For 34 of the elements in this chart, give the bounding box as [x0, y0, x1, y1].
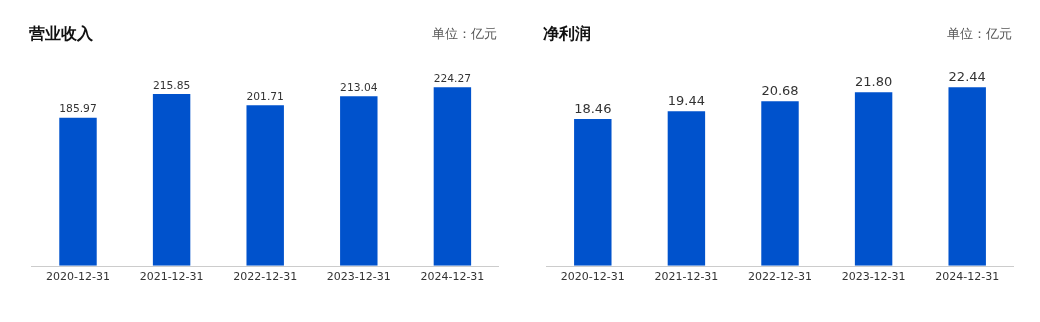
- data-label: 20.68: [761, 83, 799, 99]
- x-tick-label: 2020-12-31: [46, 269, 110, 283]
- chart-title: 营业收入: [28, 24, 94, 43]
- data-label: 21.80: [854, 74, 893, 90]
- x-tick-label: 2023-12-31: [841, 269, 906, 283]
- x-tick-label: 2024-12-31: [935, 269, 1000, 283]
- text: 单位：亿元: [947, 26, 1012, 41]
- x-tick-label: 2023-12-31: [326, 269, 391, 283]
- bar: [761, 101, 799, 266]
- data-label: 201.71: [246, 89, 284, 103]
- x-tick-label: 2024-12-31: [420, 269, 485, 283]
- bar: [574, 118, 612, 266]
- bar: [152, 93, 191, 266]
- data-label: 224.27: [433, 71, 472, 85]
- data-label: 185.97: [59, 102, 97, 116]
- x-tick-label: 2021-12-31: [139, 269, 204, 283]
- bar: [59, 117, 97, 266]
- data-label: 19.44: [667, 93, 706, 109]
- x-tick-label: 2022-12-31: [233, 269, 298, 283]
- data-label: 22.44: [948, 69, 986, 85]
- bar: [948, 87, 986, 266]
- bar: [667, 111, 706, 266]
- bar: [246, 105, 284, 266]
- chart-title: 净利润: [543, 24, 591, 43]
- data-label: 18.46: [574, 100, 612, 116]
- data-label: 215.85: [152, 78, 191, 92]
- text: 单位：亿元: [432, 26, 497, 41]
- x-tick-label: 2022-12-31: [748, 269, 812, 283]
- x-tick-label: 2020-12-31: [560, 269, 625, 283]
- x-tick-label: 2021-12-31: [654, 269, 719, 283]
- bar: [433, 87, 472, 266]
- data-label: 213.04: [340, 80, 378, 94]
- bar: [854, 92, 893, 266]
- bar: [340, 96, 378, 266]
